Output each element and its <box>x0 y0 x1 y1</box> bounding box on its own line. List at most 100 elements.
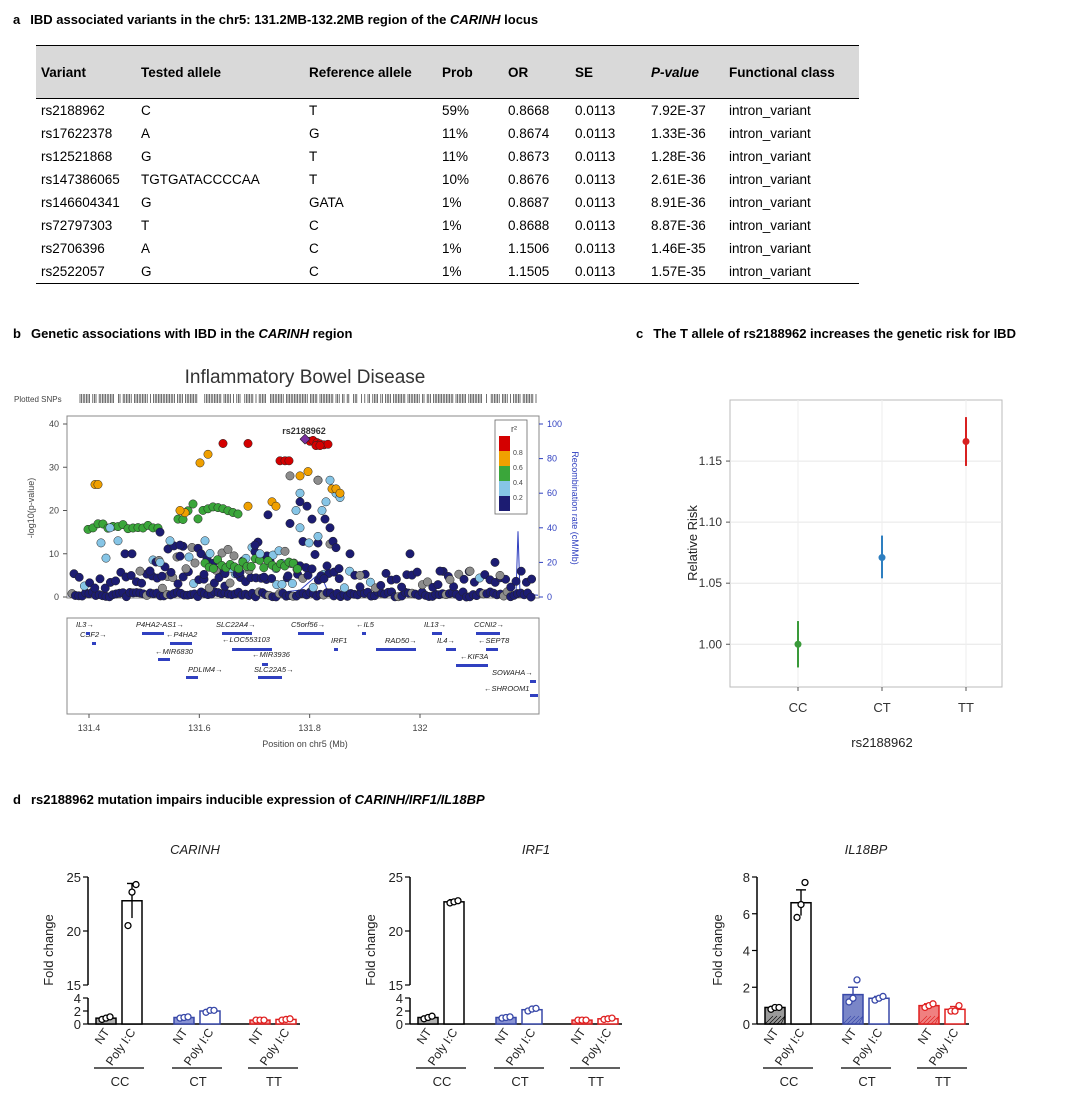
table-cell: 0.0113 <box>575 103 616 118</box>
locus-x-label: Position on chr5 (Mb) <box>262 739 348 749</box>
group-label: CC <box>111 1074 130 1089</box>
col-header-or: OR <box>503 45 570 99</box>
locus-y-tick-label: 0 <box>54 592 59 602</box>
r2-legend-title: r² <box>511 424 517 434</box>
risk-y-tick-label: 1.05 <box>699 576 723 590</box>
snp-point <box>113 536 123 546</box>
bar-hatch <box>918 1015 928 1025</box>
snp-point <box>188 499 198 509</box>
gene-body <box>530 680 536 683</box>
snp-point <box>135 566 145 576</box>
fold-change-bar <box>443 901 465 1025</box>
snp-point <box>365 577 375 587</box>
locus-x-tick-label: 132 <box>412 723 427 733</box>
bar-condition-label: NT <box>92 1025 113 1047</box>
snp-point <box>284 456 294 466</box>
table-cell: intron_variant <box>729 172 811 187</box>
snp-point <box>322 561 332 571</box>
snp-point <box>313 531 323 541</box>
panel-b-label: b <box>13 326 21 341</box>
table-cell: 0.0113 <box>575 172 616 187</box>
snp-point <box>165 536 175 546</box>
snp-point <box>397 582 407 592</box>
chart-y-tick-label: 25 <box>67 870 81 885</box>
group-label: TT <box>935 1074 951 1089</box>
chart-y-tick-label: 0 <box>396 1017 403 1032</box>
chart-y-tick-label: 0 <box>743 1017 750 1032</box>
gene-label: ←MIR3936 <box>252 650 291 659</box>
replicate-point <box>286 1015 294 1023</box>
col-header-reference-allele: Reference allele <box>304 45 437 99</box>
snp-point <box>303 467 313 477</box>
gene-label: CSF2→ <box>80 630 107 639</box>
risk-point <box>962 438 970 446</box>
bar-hatch <box>842 1015 852 1025</box>
table-cell: 0.8673 <box>508 149 550 164</box>
chart-y-tick-label: 8 <box>743 870 750 885</box>
replicate-point <box>951 1007 959 1015</box>
panel-d-title-pre: rs2188962 mutation impairs inducible exp… <box>30 792 355 807</box>
replicate-point <box>582 1016 590 1024</box>
risk-x-tick-label: CT <box>873 700 890 715</box>
table-cell: 10% <box>442 172 470 187</box>
snp-point <box>95 574 105 584</box>
snp-point <box>412 567 422 577</box>
chart-y-tick-label: 20 <box>67 924 81 939</box>
risk-y-tick-label: 1.00 <box>699 637 723 651</box>
chart-y-tick-label: 2 <box>396 1004 403 1019</box>
bar-condition-label: NT <box>170 1025 191 1047</box>
bar-hatch <box>768 1015 778 1025</box>
panel-b-title-gene: CARINH <box>258 326 310 341</box>
bar-hatch <box>934 1015 940 1025</box>
table-cell: 1.57E-35 <box>646 260 724 284</box>
snp-point <box>111 576 121 586</box>
table-cell: 7.92E-37 <box>651 103 706 118</box>
fold-change-bar <box>790 901 812 1025</box>
r2-legend-0.8: 0.8 <box>513 450 523 457</box>
bar-hatch <box>850 1015 860 1025</box>
snp-point <box>285 519 295 528</box>
r2-swatch-0.4 <box>499 466 510 481</box>
chart-y-label: Fold change <box>710 914 725 986</box>
gene-label: ←IL5 <box>356 620 375 629</box>
replicate-point <box>210 1006 218 1015</box>
snp-point <box>184 552 194 562</box>
group-label: CT <box>858 1074 875 1089</box>
gene-body <box>222 632 252 635</box>
snp-point <box>527 574 537 584</box>
gene-body <box>170 642 192 645</box>
replicate-point <box>184 1013 192 1021</box>
locus-y-tick-label: 30 <box>49 462 59 472</box>
table-cell: 0.0113 <box>575 241 616 256</box>
locus-y-label: -log10(p-value) <box>26 478 36 539</box>
table-cell: GATA <box>309 195 344 210</box>
snp-point <box>208 564 218 573</box>
risk-marks <box>794 417 970 668</box>
bar-hatch <box>854 1015 864 1025</box>
panel-b-title-pre: Genetic associations with IBD in the <box>30 326 259 341</box>
table-row: rs17622378 A G 11% 0.8674 0.0113 1.33E-36 intro… <box>36 122 859 145</box>
locus-y-tick-label: 10 <box>49 549 59 559</box>
panel-d-label: d <box>13 792 21 807</box>
snp-point <box>155 557 165 567</box>
lead-snp-label: rs2188962 <box>282 426 326 436</box>
snp-point <box>285 471 295 481</box>
replicate-point <box>775 1003 783 1012</box>
chart-title: IRF1 <box>522 842 550 857</box>
snp-point <box>175 540 185 550</box>
gene-label: ←SEPT8 <box>478 636 510 645</box>
locus-x-tick-label: 131.4 <box>78 723 101 733</box>
snp-point <box>405 549 415 559</box>
snp-point <box>391 574 401 584</box>
locus-x-axis: 131.4 131.6 131.8 132 <box>78 714 428 733</box>
snp-point <box>321 497 331 507</box>
replicate-point <box>132 880 140 889</box>
snp-point <box>355 582 365 592</box>
snp-point <box>271 501 281 511</box>
table-cell: 0.8687 <box>508 195 550 210</box>
table-cell: rs12521868 <box>41 149 113 164</box>
snp-point <box>229 551 239 561</box>
snp-point <box>511 576 521 586</box>
